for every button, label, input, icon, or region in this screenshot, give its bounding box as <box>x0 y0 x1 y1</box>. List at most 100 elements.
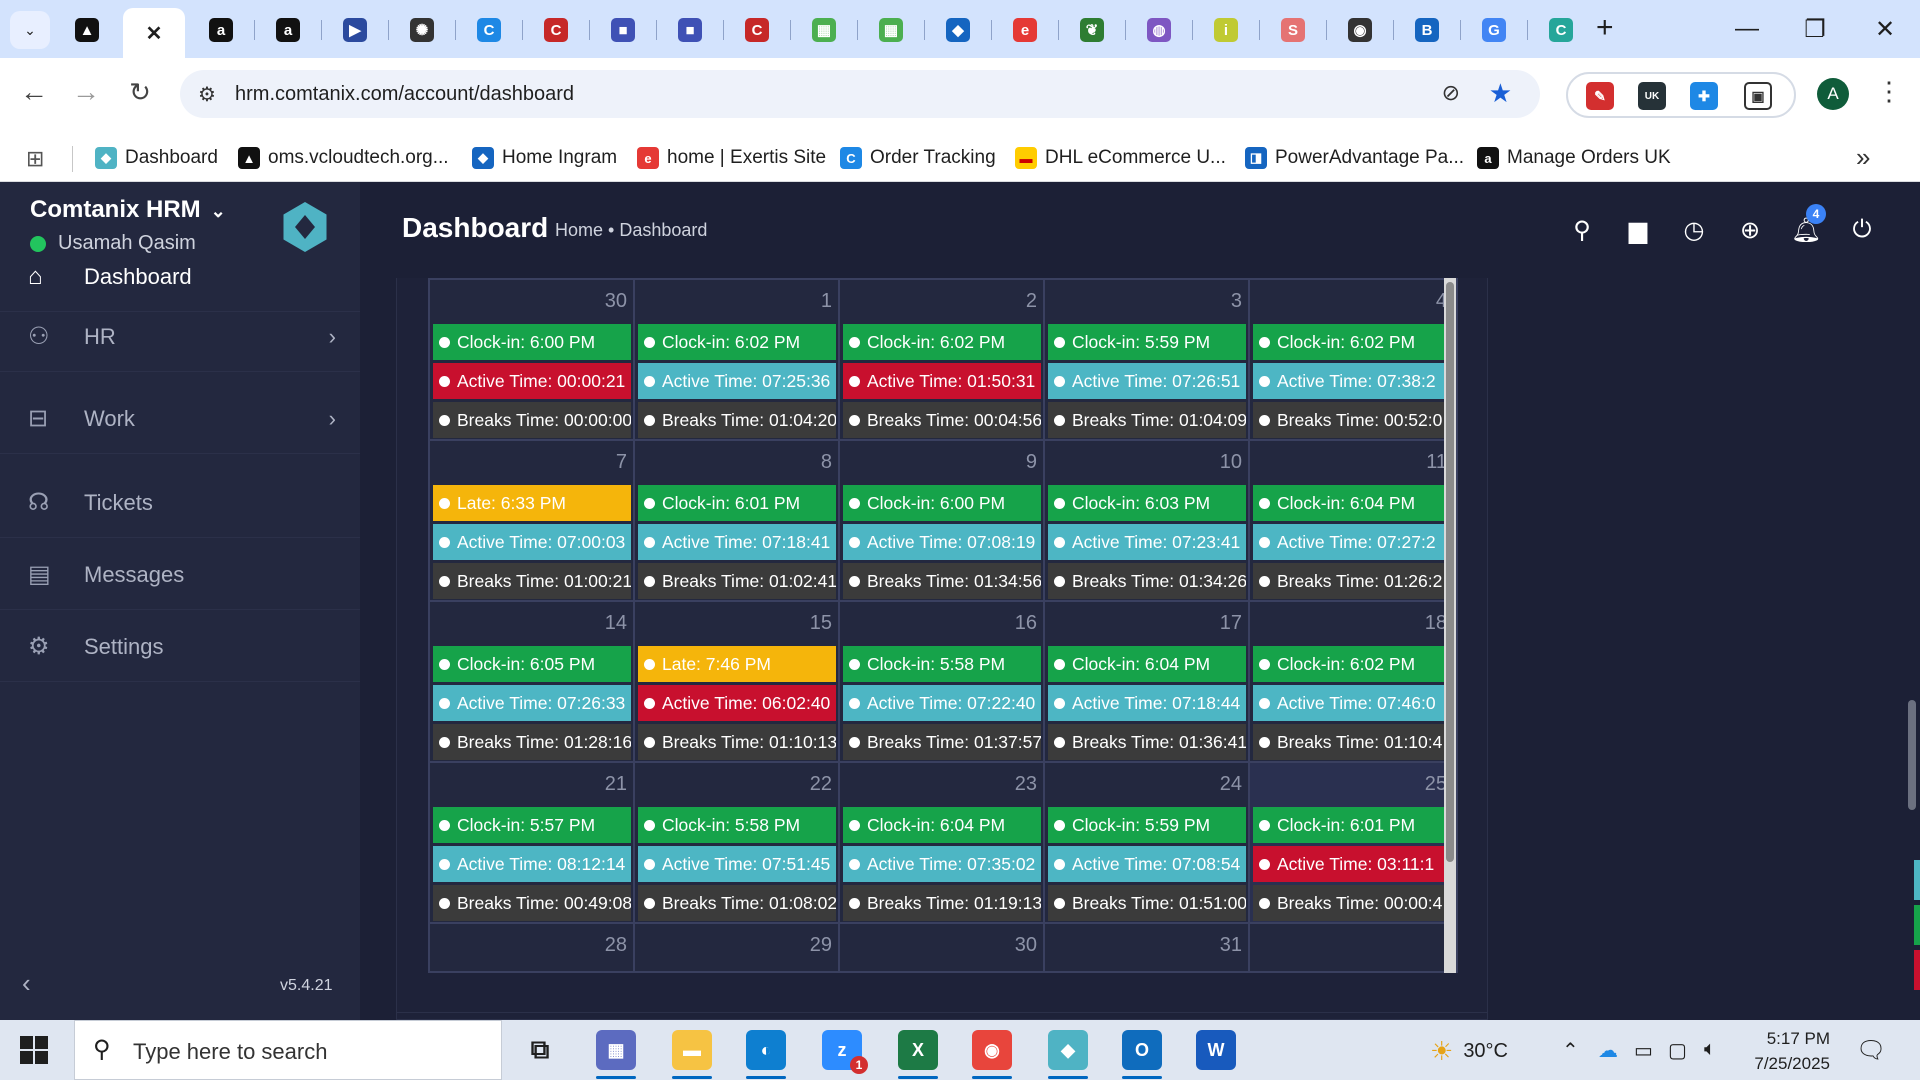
attendance-event[interactable]: Active Time: 07:26:33 <box>433 685 631 721</box>
attendance-event[interactable]: Breaks Time: 01:37:57 <box>843 724 1041 760</box>
calendar-day[interactable]: 24 Clock-in: 5:59 PM Active Time: 07:08:54… <box>1045 763 1250 924</box>
calendar-day[interactable]: 17 Clock-in: 6:04 PM Active Time: 07:18:44… <box>1045 602 1250 763</box>
tab-search-button[interactable]: ⌄ <box>10 11 50 49</box>
sidebar-item-settings[interactable]: ⚙ Settings <box>0 612 360 682</box>
bookmark-item[interactable]: ▲ oms.vcloudtech.org... <box>238 144 449 172</box>
attendance-event[interactable]: Late: 7:46 PM <box>638 646 836 682</box>
sidebar-item-hr[interactable]: ⚇ HR › <box>0 302 360 372</box>
attendance-event[interactable]: Active Time: 07:26:51 <box>1048 363 1246 399</box>
attendance-event[interactable]: Clock-in: 5:59 PM <box>1048 807 1246 843</box>
browser-tab[interactable]: C <box>525 8 587 52</box>
browser-tab[interactable]: ▲ <box>56 8 118 52</box>
bitwarden-extension-icon[interactable]: ✚ <box>1690 82 1718 110</box>
attendance-event[interactable]: Breaks Time: 01:02:41 <box>638 563 836 599</box>
calendar-day[interactable]: 25 Clock-in: 6:01 PM Active Time: 03:11:1 B… <box>1250 763 1455 924</box>
attendance-event[interactable]: Breaks Time: 01:51:00 <box>1048 885 1246 921</box>
browser-tab[interactable]: B <box>1396 8 1458 52</box>
site-info-icon[interactable]: ⚙ <box>198 84 216 106</box>
attendance-event[interactable]: Active Time: 06:02:40 <box>638 685 836 721</box>
onedrive-icon[interactable]: ☁ <box>1598 1040 1618 1062</box>
browser-tab[interactable]: ✕ <box>123 8 185 58</box>
browser-menu-icon[interactable]: ⋮ <box>1876 76 1902 106</box>
attendance-event[interactable]: Breaks Time: 01:19:13 <box>843 885 1041 921</box>
attendance-event[interactable]: Active Time: 07:22:40 <box>843 685 1041 721</box>
bookmark-item[interactable]: ◆ Home Ingram <box>472 144 617 172</box>
attendance-event[interactable]: Active Time: 07:51:45 <box>638 846 836 882</box>
day-number[interactable]: 25 <box>1424 773 1447 795</box>
calendar-day[interactable]: 30 <box>840 924 1045 971</box>
sidebar-item-tickets[interactable]: ☊ Tickets <box>0 468 360 538</box>
attendance-event[interactable]: Clock-in: 5:57 PM <box>433 807 631 843</box>
attendance-event[interactable]: Breaks Time: 01:00:21 <box>433 563 631 599</box>
apps-grid-icon[interactable]: ⊞ <box>26 146 45 171</box>
calendar-day[interactable]: 31 <box>1045 924 1250 971</box>
notes-icon[interactable]: ▆ <box>1628 216 1648 244</box>
day-number[interactable]: 14 <box>604 612 627 634</box>
day-number[interactable]: 4 <box>1435 290 1447 312</box>
day-number[interactable]: 9 <box>1025 451 1037 473</box>
chrome-icon[interactable]: ◉ <box>972 1030 1012 1070</box>
attendance-event[interactable]: Active Time: 07:18:41 <box>638 524 836 560</box>
day-number[interactable]: 18 <box>1424 612 1447 634</box>
attendance-event[interactable]: Active Time: 07:18:44 <box>1048 685 1246 721</box>
browser-tab[interactable]: i <box>1195 8 1257 52</box>
attendance-event[interactable]: Breaks Time: 00:49:08 <box>433 885 631 921</box>
page-scrollbar[interactable] <box>1904 182 1920 1020</box>
browser-tab[interactable]: e <box>994 8 1056 52</box>
calendar-day[interactable]: 8 Clock-in: 6:01 PM Active Time: 07:18:41 B… <box>635 441 840 602</box>
attendance-event[interactable]: Active Time: 07:38:2 <box>1253 363 1451 399</box>
bookmark-item[interactable]: e home | Exertis Site <box>637 144 826 172</box>
windows-start-icon[interactable] <box>20 1036 48 1064</box>
calculator-icon[interactable]: ▦ <box>596 1030 636 1070</box>
task-view-icon[interactable]: ⧉ <box>530 1034 550 1064</box>
calendar-day[interactable]: 28 <box>430 924 635 971</box>
day-number[interactable]: 29 <box>809 934 832 956</box>
browser-tab[interactable]: ▶ <box>324 8 386 52</box>
day-number[interactable]: 22 <box>809 773 832 795</box>
attendance-event[interactable]: Clock-in: 6:01 PM <box>638 485 836 521</box>
sidebar-item-messages[interactable]: ▤ Messages <box>0 540 360 610</box>
attendance-event[interactable]: Breaks Time: 01:28:16 <box>433 724 631 760</box>
browser-tab[interactable]: ▦ <box>860 8 922 52</box>
word-icon[interactable]: W <box>1196 1030 1236 1070</box>
show-hidden-icons-icon[interactable]: ⌃ <box>1562 1040 1579 1062</box>
attendance-event[interactable]: Clock-in: 5:58 PM <box>843 646 1041 682</box>
browser-tab[interactable]: C <box>726 8 788 52</box>
day-number[interactable]: 30 <box>604 290 627 312</box>
volume-icon[interactable]: 🔈︎ <box>1704 1038 1716 1060</box>
attendance-event[interactable]: Breaks Time: 01:26:2 <box>1253 563 1451 599</box>
power-icon[interactable]: ⏻ <box>1852 216 1872 243</box>
excel-icon[interactable]: X <box>898 1030 938 1070</box>
calendar-day[interactable]: 7 Late: 6:33 PM Active Time: 07:00:03 Break… <box>430 441 635 602</box>
day-number[interactable]: 24 <box>1219 773 1242 795</box>
calendar-scroll-thumb[interactable] <box>1446 282 1454 862</box>
attendance-event[interactable]: Breaks Time: 00:04:56 <box>843 402 1041 438</box>
add-icon[interactable]: ⊕ <box>1739 216 1761 244</box>
calendar-day[interactable]: 22 Clock-in: 5:58 PM Active Time: 07:51:45… <box>635 763 840 924</box>
browser-tab[interactable]: C <box>1530 8 1592 52</box>
day-number[interactable]: 21 <box>604 773 627 795</box>
attendance-event[interactable]: Breaks Time: 01:04:20 <box>638 402 836 438</box>
day-number[interactable]: 11 <box>1426 451 1447 473</box>
day-number[interactable]: 8 <box>820 451 832 473</box>
attendance-event[interactable]: Clock-in: 6:01 PM <box>1253 807 1451 843</box>
weather-widget[interactable]: ☀ 30°C <box>1430 1036 1508 1067</box>
calendar-day[interactable]: 30 Clock-in: 6:00 PM Active Time: 00:00:21… <box>430 280 635 441</box>
edge-icon[interactable]: ◐ <box>746 1030 786 1070</box>
calendar-day[interactable]: 15 Late: 7:46 PM Active Time: 06:02:40 Brea… <box>635 602 840 763</box>
day-number[interactable]: 10 <box>1219 451 1242 473</box>
attendance-event[interactable]: Clock-in: 6:03 PM <box>1048 485 1246 521</box>
attendance-event[interactable]: Breaks Time: 01:10:4 <box>1253 724 1451 760</box>
taskbar-search[interactable]: ⚲ Type here to search <box>74 1020 502 1080</box>
sidebar-item-work[interactable]: ⊟ Work › <box>0 384 360 454</box>
calendar-day[interactable] <box>1250 924 1455 971</box>
bookmark-item[interactable]: C Order Tracking <box>840 144 996 172</box>
attendance-event[interactable]: Active Time: 07:08:19 <box>843 524 1041 560</box>
attendance-event[interactable]: Active Time: 07:23:41 <box>1048 524 1246 560</box>
close-window-button[interactable]: ✕ <box>1874 15 1896 43</box>
url-text[interactable]: hrm.comtanix.com/account/dashboard <box>235 83 575 105</box>
back-button[interactable]: ← <box>20 76 48 107</box>
attendance-event[interactable]: Breaks Time: 01:08:02 <box>638 885 836 921</box>
attendance-event[interactable]: Active Time: 00:00:21 <box>433 363 631 399</box>
